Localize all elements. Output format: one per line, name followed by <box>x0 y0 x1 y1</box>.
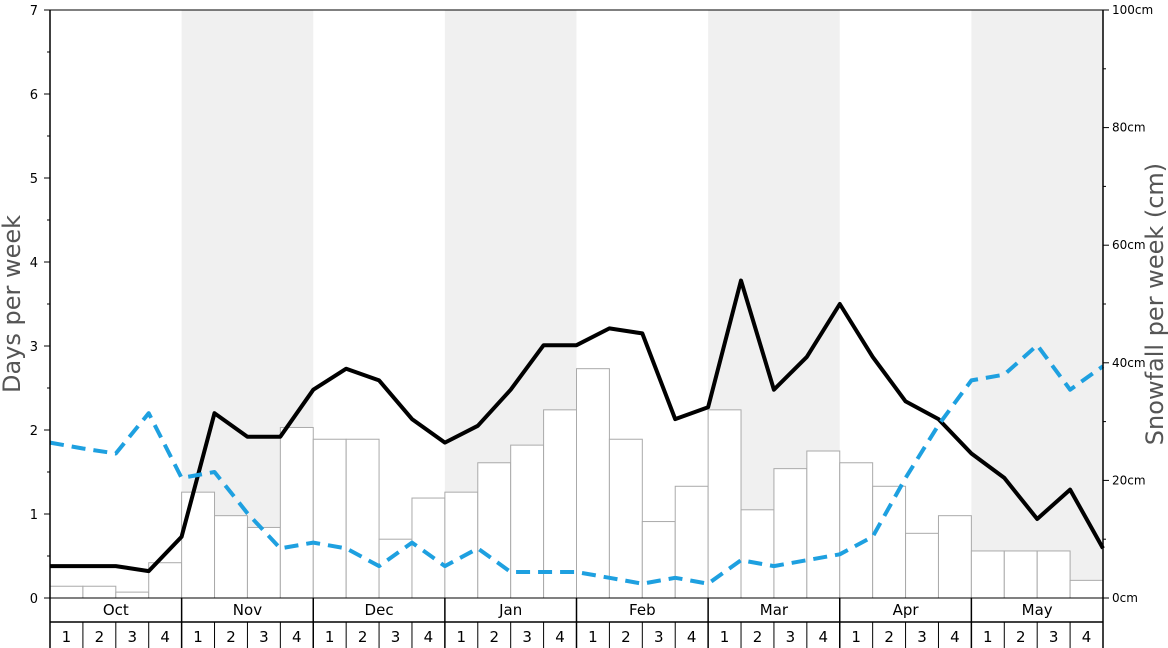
snowfall-bar <box>345 438 380 599</box>
month-shading <box>181 10 1103 598</box>
week-label: 1 <box>720 628 730 646</box>
month-label: Mar <box>760 601 789 619</box>
week-label: 4 <box>819 628 829 646</box>
week-label: 1 <box>62 628 72 646</box>
week-label: 2 <box>753 628 763 646</box>
week-label: 2 <box>1016 628 1026 646</box>
snowfall-bar <box>740 509 775 599</box>
snowfall-bar <box>905 532 939 599</box>
week-label: 1 <box>588 628 598 646</box>
snowfall-bar <box>49 585 84 599</box>
right-tick-label: 40cm <box>1112 356 1146 370</box>
left-tick-label: 4 <box>30 256 38 271</box>
week-label: 3 <box>1049 628 1059 646</box>
day-lines <box>49 278 1105 586</box>
month-label: Oct <box>103 601 129 619</box>
axis-labels: 0 1 2 3 4 5 6 7 0cm 20cm 40cm 60cm 80cm 100cm Oct 1 2 3 4 N… <box>30 3 1153 646</box>
week-label: 4 <box>950 628 960 646</box>
snowfall-bar <box>510 444 545 599</box>
month-label: Nov <box>233 601 262 619</box>
snowfall-bar <box>839 462 874 599</box>
snowfall-bar <box>477 462 512 599</box>
left-tick-label: 6 <box>30 88 38 103</box>
week-label: 4 <box>555 628 565 646</box>
snowfall-bar <box>970 550 1005 599</box>
week-label: 2 <box>95 628 105 646</box>
right-tick-label: 20cm <box>1112 473 1146 487</box>
snowfall-bar <box>411 497 446 599</box>
month-label: Apr <box>893 601 920 619</box>
week-label: 3 <box>259 628 269 646</box>
snowfall-bar <box>608 438 643 599</box>
snowfall-bar <box>806 450 841 599</box>
week-label: 1 <box>983 628 993 646</box>
snowfall-bar <box>543 409 577 599</box>
week-label: 3 <box>522 628 532 646</box>
left-tick-label: 0 <box>30 592 38 607</box>
y-axis-label-left: Days per week <box>0 215 26 393</box>
snowfall-bar <box>1003 550 1038 599</box>
month-label: Jan <box>498 601 522 619</box>
week-label: 4 <box>687 628 697 646</box>
snowfall-bar <box>115 591 150 599</box>
left-tick-label: 1 <box>30 508 38 523</box>
snowfall-bar <box>576 368 610 599</box>
dashed-series-line <box>49 343 1105 586</box>
week-label: 2 <box>226 628 236 646</box>
week-label: 2 <box>621 628 631 646</box>
week-label: 4 <box>160 628 170 646</box>
month-shade-band <box>971 10 1103 598</box>
week-label: 2 <box>358 628 368 646</box>
month-label: Feb <box>629 601 656 619</box>
left-tick-label: 3 <box>30 340 38 355</box>
y-axis-label-right: Snowfall per week (cm) <box>1141 163 1168 445</box>
snowfall-bars <box>49 368 1104 599</box>
week-label: 4 <box>292 628 302 646</box>
week-label: 1 <box>457 628 467 646</box>
week-label: 3 <box>654 628 664 646</box>
snowfall-bar <box>214 515 248 599</box>
snowfall-bar <box>444 491 479 599</box>
month-label: May <box>1022 601 1053 619</box>
week-label: 4 <box>1082 628 1092 646</box>
snowfall-bar <box>279 426 314 599</box>
snowfall-bar <box>707 409 742 599</box>
week-label: 1 <box>851 628 861 646</box>
week-label: 2 <box>489 628 499 646</box>
week-label: 1 <box>193 628 203 646</box>
snowfall-bar <box>378 538 413 599</box>
week-label: 3 <box>917 628 927 646</box>
week-label: 1 <box>325 628 335 646</box>
left-tick-label: 7 <box>30 4 38 19</box>
month-label: Dec <box>365 601 394 619</box>
solid-series-line <box>50 278 1105 574</box>
snowfall-bar <box>773 468 808 599</box>
snowfall-bar <box>1036 550 1071 599</box>
snowfall-bar <box>641 521 676 599</box>
snowfall-bar <box>1069 579 1104 599</box>
week-label: 3 <box>391 628 401 646</box>
axes <box>44 9 1109 648</box>
left-tick-label: 2 <box>30 424 38 439</box>
left-tick-label: 5 <box>30 172 38 187</box>
snowfall-bar <box>872 485 907 599</box>
snowfall-bar <box>181 491 216 599</box>
snowfall-bar <box>246 526 281 599</box>
right-tick-label: 0cm <box>1112 591 1138 605</box>
right-tick-label: 60cm <box>1112 238 1146 252</box>
week-label: 3 <box>786 628 796 646</box>
week-label: 3 <box>127 628 137 646</box>
week-label: 2 <box>884 628 894 646</box>
snowfall-bar <box>82 585 117 599</box>
right-tick-label: 100cm <box>1112 3 1153 17</box>
right-tick-label: 80cm <box>1112 121 1146 135</box>
snowfall-bar <box>312 438 347 599</box>
week-label: 4 <box>424 628 434 646</box>
snowfall-bar <box>937 515 972 599</box>
